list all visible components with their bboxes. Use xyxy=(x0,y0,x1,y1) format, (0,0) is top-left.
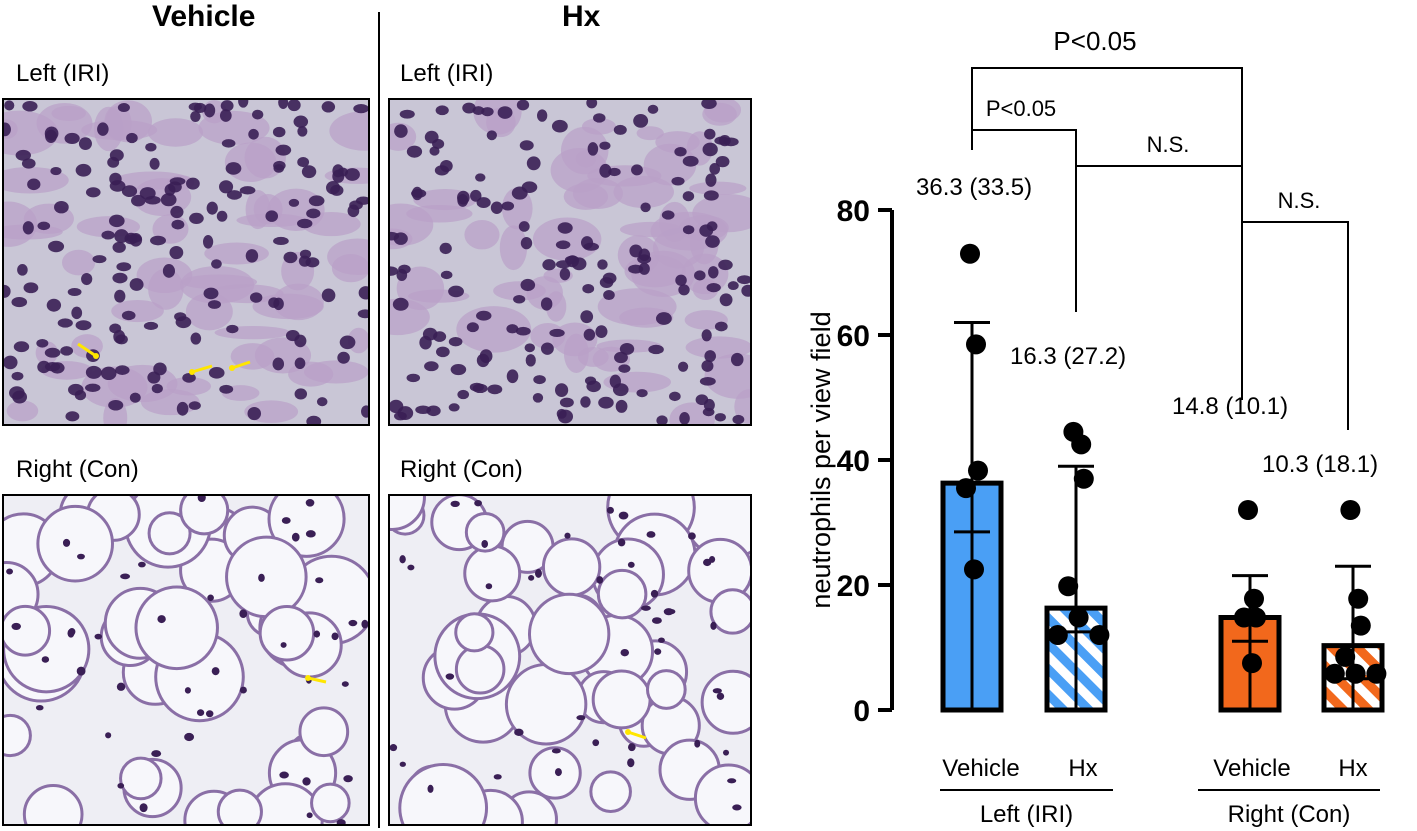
data-point xyxy=(1350,615,1371,636)
vehicle-column-title: Vehicle xyxy=(152,0,256,33)
panel-label-hx-left: Left (IRI) xyxy=(400,60,494,87)
data-point xyxy=(1234,607,1254,628)
y-tick-label: 60 xyxy=(837,320,870,353)
data-point xyxy=(1242,653,1262,674)
data-point xyxy=(1345,663,1366,684)
data-point xyxy=(956,478,976,499)
tissue-structure xyxy=(390,100,750,424)
significance-bracket-right xyxy=(1242,221,1349,430)
data-point xyxy=(1058,576,1079,597)
micrograph-hx-left xyxy=(388,98,752,426)
x-category-label: Hx xyxy=(1068,755,1097,782)
x-category-label: Hx xyxy=(1338,755,1367,782)
significance-label: P<0.05 xyxy=(1053,26,1136,56)
bar-annotation: 14.8 (10.1) xyxy=(1172,393,1288,420)
data-point xyxy=(1244,588,1264,609)
yellow-arrow xyxy=(307,676,327,684)
group-label: Right (Con) xyxy=(1228,801,1351,828)
tissue-structure xyxy=(390,496,750,824)
hx-column-title: Hx xyxy=(562,0,601,33)
data-point xyxy=(1089,625,1110,645)
data-point xyxy=(960,243,980,264)
data-point xyxy=(968,460,988,481)
significance-bracket-left xyxy=(972,129,1077,312)
yellow-arrow xyxy=(231,360,251,370)
group-label: Left (IRI) xyxy=(980,801,1073,828)
data-point xyxy=(1071,434,1092,455)
y-tick-label: 80 xyxy=(837,195,870,228)
yellow-arrow xyxy=(77,342,97,358)
yellow-arrow xyxy=(627,730,647,740)
micrograph-hx-right xyxy=(388,494,752,826)
y-tick-label: 40 xyxy=(837,445,870,478)
data-point xyxy=(1073,468,1094,489)
y-tick-label: 0 xyxy=(853,695,870,728)
significance-label: N.S. xyxy=(1278,188,1321,213)
micrograph-vehicle-right xyxy=(2,494,370,826)
significance-bracket-top xyxy=(971,67,1243,168)
data-point xyxy=(1324,663,1345,684)
data-point xyxy=(1047,625,1068,645)
data-point xyxy=(966,334,986,355)
panel-label-vehicle-right: Right (Con) xyxy=(16,456,139,483)
data-point xyxy=(1348,588,1369,609)
x-category-label: Vehicle xyxy=(1213,755,1290,782)
data-point xyxy=(1366,663,1387,684)
data-point xyxy=(1068,607,1089,628)
data-point xyxy=(1335,646,1356,667)
panel-label-vehicle-left: Left (IRI) xyxy=(16,60,110,87)
column-divider xyxy=(378,12,380,828)
panel-label-hx-right: Right (Con) xyxy=(400,456,523,483)
neutrophil-bar-chart: 0 20 40 60 80 neutrophils per view field 36.3 … xyxy=(806,26,1387,828)
data-point xyxy=(1238,500,1258,520)
data-point xyxy=(964,559,984,580)
tissue-structure xyxy=(4,100,368,424)
yellow-arrow xyxy=(191,364,213,374)
bar-annotation: 16.3 (27.2) xyxy=(1010,343,1126,370)
bar-annotation: 36.3 (33.5) xyxy=(916,174,1032,201)
significance-bracket-middle xyxy=(1076,165,1243,400)
y-tick-label: 20 xyxy=(837,570,870,603)
data-point xyxy=(1340,500,1361,520)
x-category-label: Vehicle xyxy=(942,755,1019,782)
significance-label: P<0.05 xyxy=(986,96,1056,121)
tissue-structure xyxy=(4,496,368,824)
bar-annotation: 10.3 (18.1) xyxy=(1262,451,1378,478)
significance-label: N.S. xyxy=(1147,132,1190,157)
y-axis-label: neutrophils per view field xyxy=(806,311,836,608)
micrograph-vehicle-left xyxy=(2,98,370,426)
